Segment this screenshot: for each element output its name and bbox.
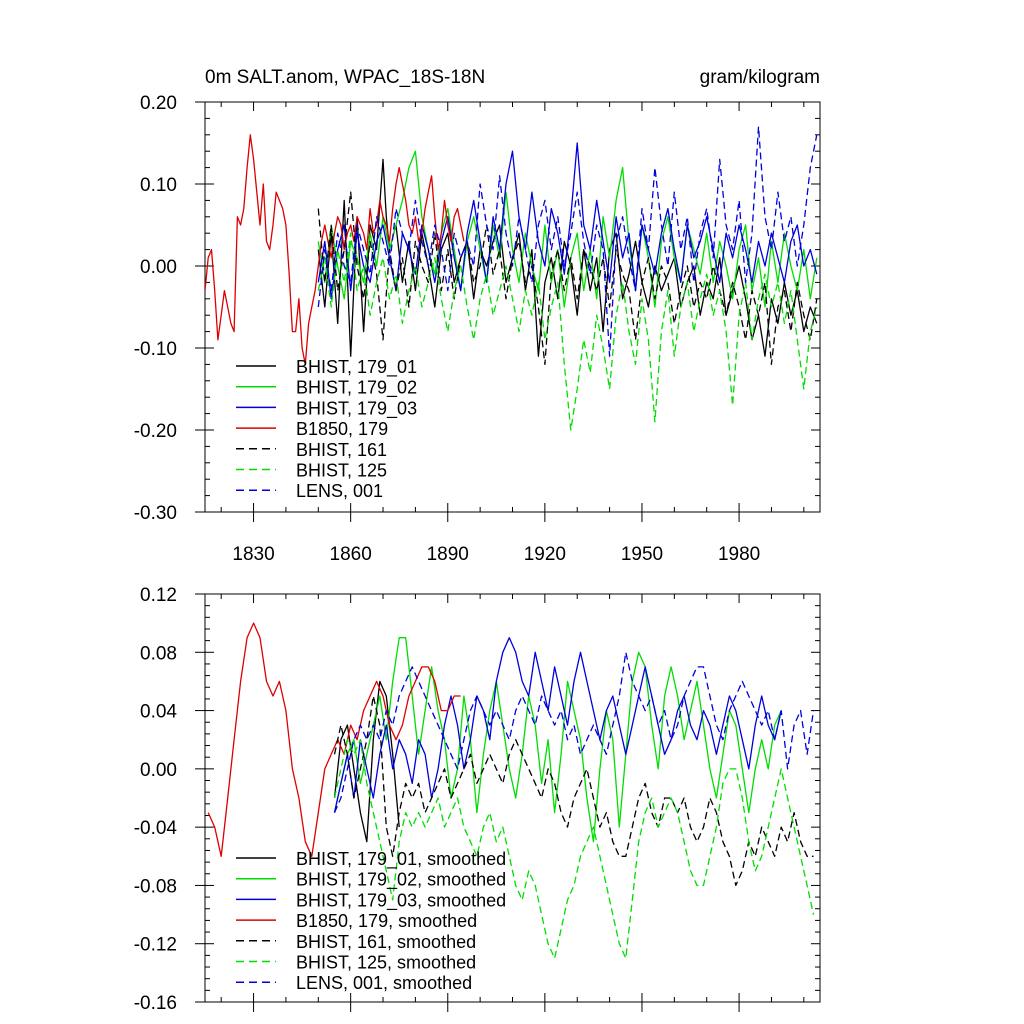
bottom-series-line-2 [333,637,782,813]
top-xtick-label: 1890 [427,544,469,565]
top-xtick-label: 1950 [621,544,663,565]
bottom-series-line-6 [333,651,815,813]
bottom-legend-label-5: BHIST, 125, smoothed [296,953,476,973]
top-xtick-label: 1860 [330,544,372,565]
bottom-legend-label-2: BHIST, 179_03, smoothed [296,890,506,911]
top-legend-label-2: BHIST, 179_03 [296,398,417,419]
bottom-legend-label-3: B1850, 179, smoothed [296,911,477,931]
top-series-line-6 [317,125,818,357]
top-panel: 0m SALT.anom, WPAC_18S-18N gram/kilogram… [134,67,821,565]
bottom-ytick-label: 0.04 [140,702,177,723]
top-legend-label-0: BHIST, 179_01 [296,357,417,378]
top-series-line-5 [317,232,818,431]
bottom-legend-label-1: BHIST, 179_02, smoothed [296,870,506,891]
bottom-series-line-1 [333,637,782,843]
bottom-ytick-label: 0.08 [140,643,177,664]
top-title-left: 0m SALT.anom, WPAC_18S-18N [205,67,485,88]
top-ytick-label: 0.20 [140,93,177,114]
top-title-right: gram/kilogram [700,67,820,88]
bottom-legend-label-4: BHIST, 161, smoothed [296,932,476,952]
top-ytick-label: -0.30 [134,503,177,524]
top-series-line-2 [317,142,818,300]
bottom-panel: -0.16 -0.12 -0.08 -0.04 0.00 0.04 0.08 0.12 BHIS… [134,585,821,1014]
bottom-legend-label-6: LENS, 001, smoothed [296,973,472,993]
top-ytick-label: 0.10 [140,175,177,196]
top-ytick-label: 0.00 [140,257,177,278]
bottom-series-line-3 [207,622,461,857]
bottom-ytick-label: -0.08 [134,876,177,897]
bottom-legend-label-0: BHIST, 179_01, smoothed [296,849,506,870]
bottom-ytick-label: 0.00 [140,760,177,781]
bottom-ytick-label: -0.16 [134,993,177,1014]
top-ytick-label: -0.10 [134,339,177,360]
top-series-line-1 [317,150,818,308]
top-legend-label-4: BHIST, 161 [296,440,387,460]
top-ytick-label: -0.20 [134,421,177,442]
top-series-line-4 [317,191,818,366]
top-legend-label-5: BHIST, 125 [296,461,387,481]
bottom-ytick-label: 0.12 [140,585,177,606]
bottom-series-group [207,622,815,959]
top-series-line-0 [317,158,818,357]
bottom-series-line-5 [333,739,815,959]
bottom-series-line-4 [333,695,814,887]
top-xtick-label: 1830 [232,544,274,565]
top-legend-label-6: LENS, 001 [296,481,383,501]
top-legend-label-1: BHIST, 179_02 [296,378,417,399]
bottom-ytick-label: -0.12 [134,935,177,956]
top-xtick-label: 1980 [718,544,760,565]
top-series-group [205,125,818,431]
top-xtick-label: 1920 [524,544,566,565]
bottom-ytick-label: -0.04 [134,818,178,839]
top-legend-label-3: B1850, 179 [296,419,388,439]
